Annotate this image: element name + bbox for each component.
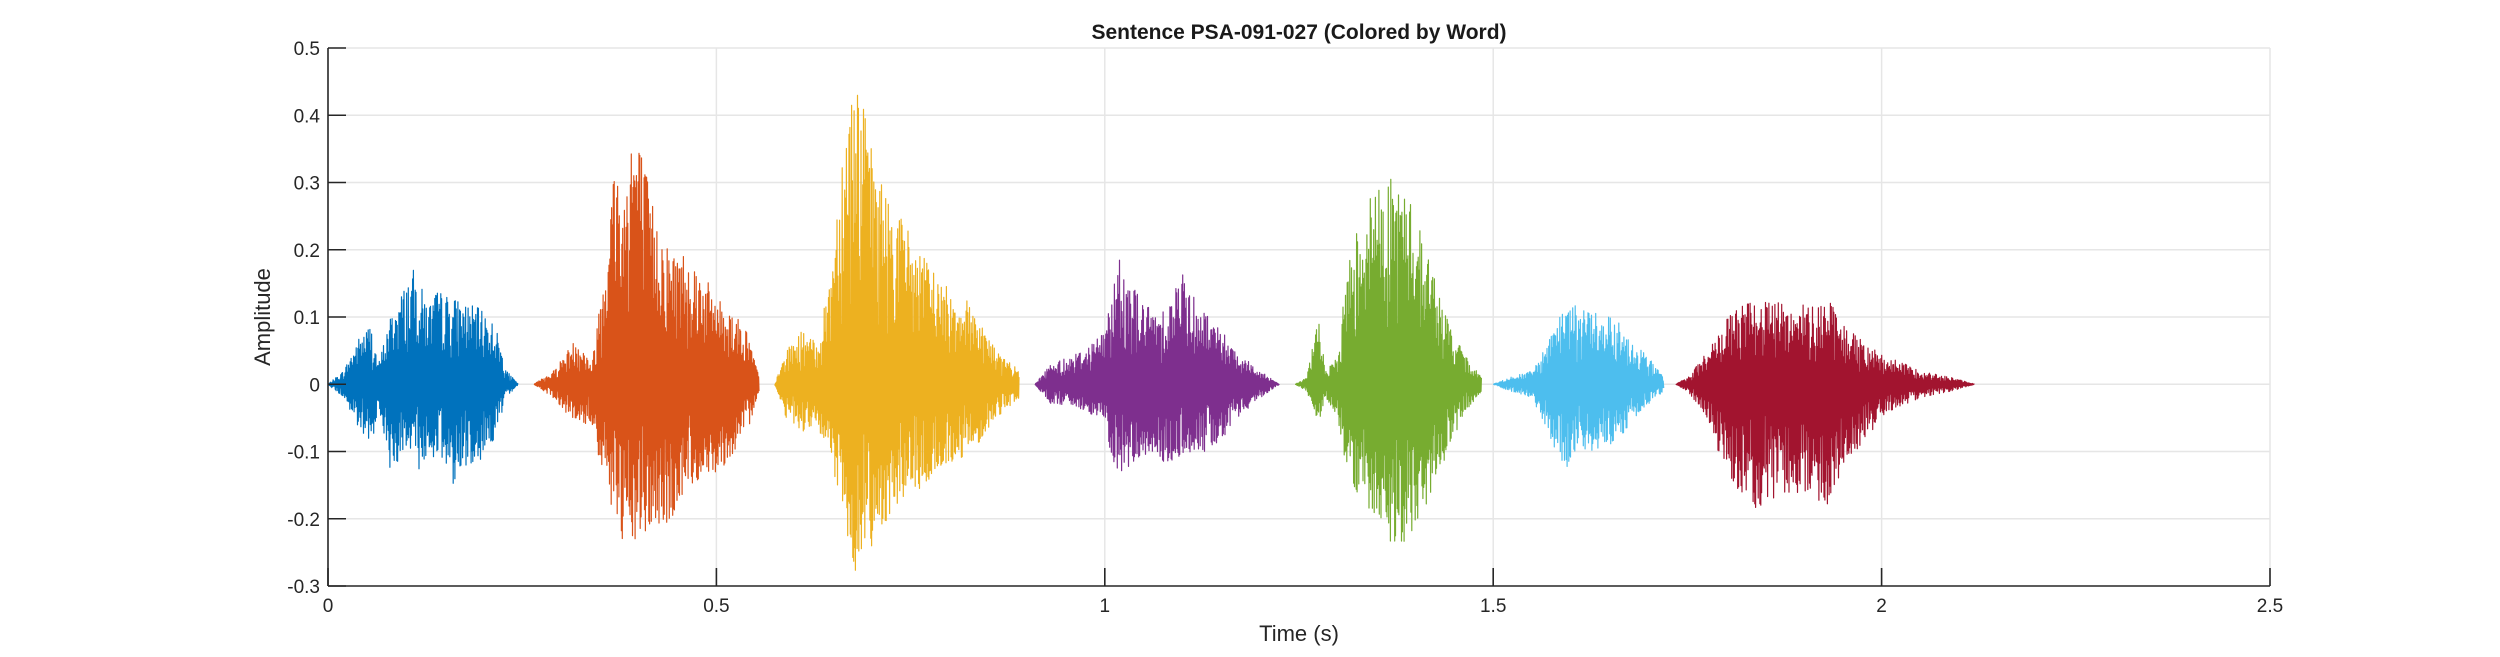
labels: Sentence PSA-091-027 (Colored by Word) T… — [250, 21, 1507, 646]
y-tick-label: 0 — [309, 375, 320, 396]
y-tick-label: 0.3 — [294, 174, 320, 195]
y-tick-label: 0.4 — [294, 106, 321, 127]
x-tick-label: 0.5 — [703, 596, 729, 617]
word-waveform-4 — [1034, 259, 1280, 472]
x-tick-label: 0 — [323, 596, 334, 617]
y-tick-label: 0.5 — [294, 39, 320, 60]
x-tick-label: 2.5 — [2257, 596, 2283, 617]
y-axis-label: Amplitude — [250, 268, 275, 366]
x-axis-label: Time (s) — [1259, 621, 1339, 646]
word-waveform-3 — [774, 94, 1020, 571]
word-waveform-1 — [327, 269, 519, 484]
x-tick-label: 1.5 — [1480, 596, 1506, 617]
chart-title: Sentence PSA-091-027 (Colored by Word) — [1091, 21, 1506, 44]
x-tick-label: 1 — [1100, 596, 1111, 617]
waveform-series — [327, 94, 1975, 571]
word-waveform-5 — [1294, 178, 1482, 542]
word-waveform-7 — [1675, 301, 1975, 508]
word-waveform-2 — [533, 152, 760, 540]
word-waveform-6 — [1493, 305, 1665, 467]
x-tick-label: 2 — [1876, 596, 1887, 617]
axes: 0 0.5 1 1.5 2 2.5 -0.3 -0.2 -0.1 0 0.1 0.2 0.3 0.4 0.5 — [287, 39, 2283, 617]
y-tick-label: 0.2 — [294, 241, 320, 262]
y-tick-label: 0.1 — [294, 308, 320, 329]
y-tick-label: -0.3 — [287, 577, 320, 598]
y-tick-label: -0.2 — [287, 510, 320, 531]
y-tick-label: -0.1 — [287, 443, 320, 464]
